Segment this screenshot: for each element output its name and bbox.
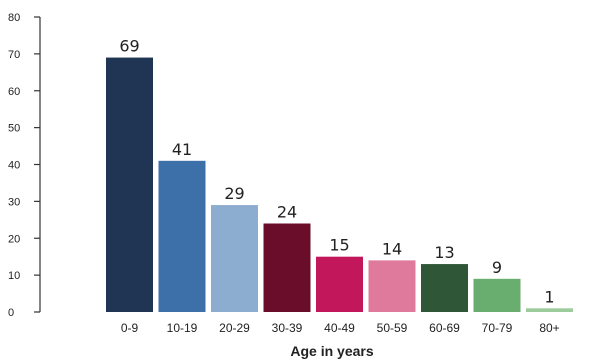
y-tick-label: 0 <box>8 307 14 319</box>
bar-30-39 <box>263 223 311 312</box>
bars: 69 41 29 24 15 14 13 9 1 <box>106 37 573 312</box>
x-tick-label: 0-9 <box>121 321 139 335</box>
bar-40-49 <box>316 256 363 312</box>
y-tick-label: 20 <box>8 233 20 245</box>
data-label: 9 <box>492 258 502 277</box>
bar-0-9 <box>106 57 153 312</box>
x-tick-label: 40-49 <box>324 321 355 335</box>
bar-10-19 <box>158 160 206 312</box>
data-label: 41 <box>172 140 192 159</box>
x-tick-label: 20-29 <box>219 321 250 335</box>
x-tick-label: 80+ <box>539 321 559 335</box>
x-axis-labels: 0-9 10-19 20-29 30-39 40-49 50-59 60-69 70-79 80… <box>121 321 560 335</box>
y-tick-label: 10 <box>8 270 20 282</box>
x-axis-title: Age in years <box>290 343 373 359</box>
data-label: 15 <box>329 236 349 255</box>
bar-60-69 <box>421 264 468 312</box>
x-tick-label: 60-69 <box>429 321 460 335</box>
y-axis: 0 10 20 30 40 50 60 70 80 <box>8 12 41 319</box>
bar-70-79 <box>473 278 521 312</box>
y-tick-label: 50 <box>8 123 20 135</box>
y-tick-label: 60 <box>8 86 20 98</box>
data-label: 24 <box>277 203 297 222</box>
data-label: 14 <box>382 239 402 258</box>
data-label: 29 <box>224 184 244 203</box>
bar-20-29 <box>211 205 258 312</box>
data-label: 69 <box>119 37 139 56</box>
x-tick-label: 10-19 <box>167 321 198 335</box>
bar-50-59 <box>368 260 416 312</box>
x-tick-label: 70-79 <box>482 321 513 335</box>
y-tick-label: 80 <box>8 12 20 24</box>
y-tick-label: 40 <box>8 160 20 172</box>
bar-80+ <box>526 308 573 312</box>
y-tick-label: 70 <box>8 49 20 61</box>
data-label: 1 <box>544 287 554 306</box>
y-tick-label: 30 <box>8 196 20 208</box>
x-tick-label: 30-39 <box>272 321 303 335</box>
x-tick-label: 50-59 <box>377 321 408 335</box>
data-label: 13 <box>434 243 454 262</box>
